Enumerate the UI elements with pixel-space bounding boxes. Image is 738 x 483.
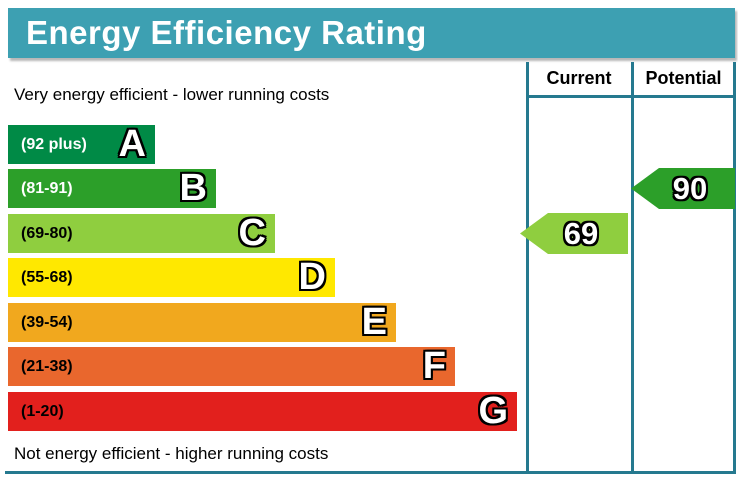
band-row-c: (69-80) C [8, 214, 275, 253]
band-letter: G [478, 390, 508, 432]
page-title: Energy Efficiency Rating [26, 14, 427, 51]
potential-column-header: Potential [645, 68, 722, 88]
band-row-d: (55-68) D [8, 258, 335, 297]
band-letter: B [179, 167, 207, 209]
band-range-label: (1-20) [21, 402, 64, 420]
band-range-label: (39-54) [21, 313, 73, 331]
band-letter: A [118, 123, 146, 165]
current-rating-arrow: 69 [520, 213, 628, 254]
band-row-a: (92 plus) A [8, 125, 155, 164]
band-letter: D [298, 256, 326, 298]
potential-rating-value: 90 [672, 171, 708, 206]
band-row-b: (81-91) B [8, 169, 216, 208]
band-letter: C [238, 212, 266, 254]
column-divider-right [733, 62, 736, 474]
band-row-f: (21-38) F [8, 347, 455, 386]
bottom-border-line [5, 471, 736, 474]
current-column-header: Current [546, 68, 612, 88]
band-range-label: (21-38) [21, 357, 73, 375]
title-bar: Energy Efficiency Rating [8, 8, 735, 58]
top-note: Very energy efficient - lower running co… [14, 85, 330, 104]
bottom-note: Not energy efficient - higher running co… [14, 444, 329, 463]
band-row-e: (39-54) E [8, 303, 396, 342]
band-letter: E [361, 301, 387, 343]
band-letter: F [422, 345, 446, 387]
column-divider-middle [631, 62, 634, 474]
band-row-g: (1-20) G [8, 392, 517, 431]
band-range-label: (92 plus) [21, 135, 87, 153]
band-range-label: (69-80) [21, 224, 73, 242]
potential-rating-arrow: 90 [631, 168, 735, 209]
column-divider-left [526, 62, 529, 474]
band-range-label: (55-68) [21, 268, 73, 286]
band-range-label: (81-91) [21, 179, 73, 197]
current-rating-value: 69 [563, 216, 599, 251]
header-underline [526, 95, 736, 98]
